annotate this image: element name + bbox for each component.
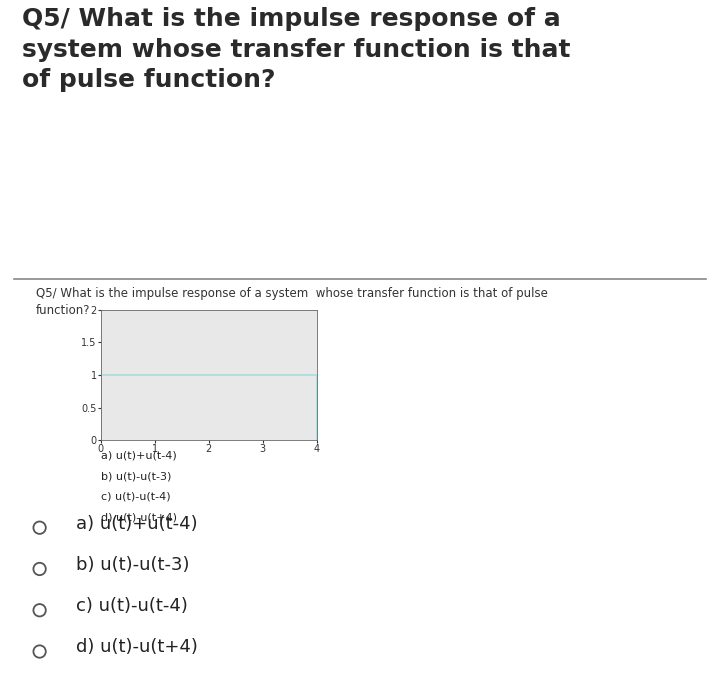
Text: Q5/ What is the impulse response of a system  whose transfer function is that of: Q5/ What is the impulse response of a sy… — [36, 287, 548, 317]
Text: d) u(t)-u(t+4): d) u(t)-u(t+4) — [76, 638, 197, 656]
Text: b) u(t)-u(t-3): b) u(t)-u(t-3) — [101, 471, 171, 482]
Text: c) u(t)-u(t-4): c) u(t)-u(t-4) — [101, 492, 171, 502]
Text: a) u(t)+u(t-4): a) u(t)+u(t-4) — [76, 515, 197, 533]
Text: b) u(t)-u(t-3): b) u(t)-u(t-3) — [76, 556, 189, 574]
Text: Q5/ What is the impulse response of a
system whose transfer function is that
of : Q5/ What is the impulse response of a sy… — [22, 7, 570, 92]
Text: a) u(t)+u(t-4): a) u(t)+u(t-4) — [101, 451, 176, 461]
Text: d) u(t)-u(t+4): d) u(t)-u(t+4) — [101, 513, 177, 523]
Text: c) u(t)-u(t-4): c) u(t)-u(t-4) — [76, 597, 187, 615]
